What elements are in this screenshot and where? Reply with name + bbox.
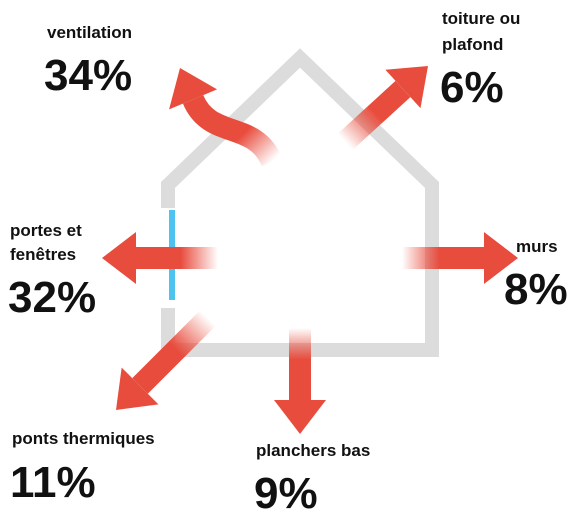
percentage: 32% [8,273,96,322]
label: ponts thermiques [12,429,155,448]
arrow-head [385,66,428,109]
arrow-shaft [337,80,411,151]
percentage: 6% [440,63,504,112]
label: ventilation [47,23,132,42]
label: plafond [442,35,503,54]
label: portes et [10,221,82,240]
arrow-head [484,232,518,284]
arrow-shaft [182,94,283,167]
arrow-head [102,232,136,284]
arrow-head [274,400,326,434]
percentage: 9% [254,469,318,514]
arrow-shaft [132,310,216,394]
label: toiture ou [442,9,520,28]
arrow-head [169,68,218,110]
arrow-head [116,367,159,410]
arrows [102,66,518,434]
label: fenêtres [10,245,76,264]
percentage: 8% [504,265,568,314]
percentage: 34% [44,51,132,100]
label: murs [516,237,558,256]
percentage: 11% [10,458,96,507]
label: planchers bas [256,441,370,460]
